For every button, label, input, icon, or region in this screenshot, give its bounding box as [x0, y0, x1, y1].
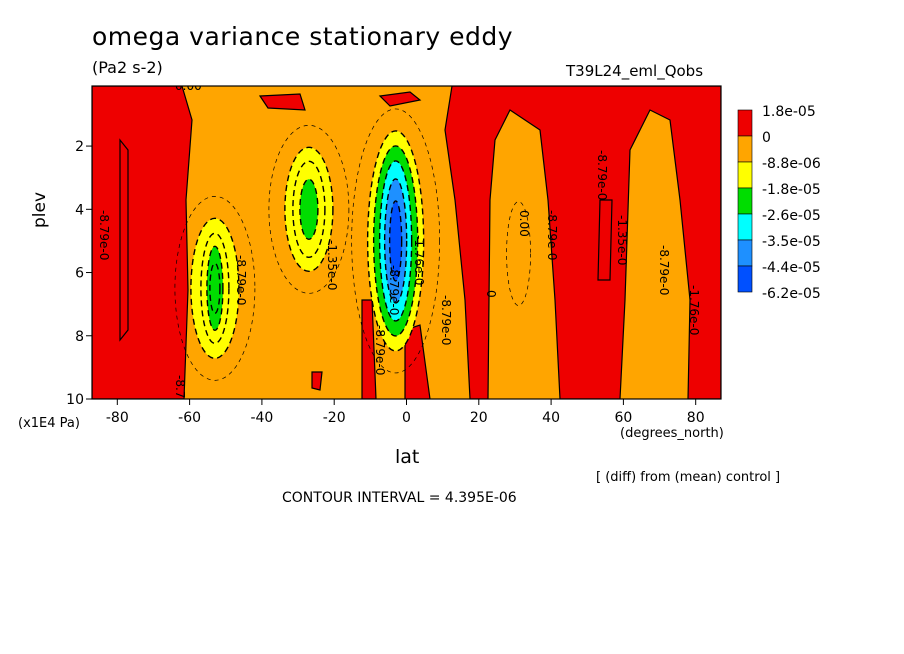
positive-region: [444, 86, 721, 399]
y-unit-label: (x1E4 Pa): [18, 416, 80, 431]
contour-label: 0.00: [517, 210, 531, 237]
positive-region: [597, 199, 613, 281]
negative-contour: [299, 178, 319, 241]
units-label: (Pa2 s-2): [92, 58, 163, 77]
positive-region: [311, 371, 323, 391]
negative-contour: [209, 262, 221, 315]
contour-field: [92, 86, 721, 399]
y-tick-label: 8: [75, 329, 84, 345]
x-tick-label: -40: [250, 410, 273, 426]
x-tick-label: -20: [323, 410, 346, 426]
contour-labels: 0.00-8.79e-0-8.79e-0 -1.35e-0 -8.79e-0-1.7…: [97, 79, 701, 425]
axes: -80 -60 -40 -20 0 20 40 60 80 2 4 6 8 10: [66, 139, 704, 426]
run-name: T39L24_eml_Qobs: [566, 62, 704, 80]
legend-swatch: [737, 213, 753, 241]
y-tick-label: 4: [75, 202, 84, 218]
x-tick-label: 80: [687, 410, 705, 426]
legend-swatch: [737, 109, 753, 137]
contour-label: -8.79e-0: [545, 210, 559, 260]
positive-region: [361, 299, 377, 399]
legend-label: 0: [762, 130, 771, 146]
contour-label: -8.79e-0: [234, 255, 248, 305]
color-legend: 1.8e-05 0 -8.8e-06 -1.8e-05 -2.6e-05 -3.5e-05…: [737, 104, 821, 302]
x-tick-label: 20: [470, 410, 488, 426]
contour-label: -8.79e-0: [97, 210, 111, 260]
contour-label: -1.76e-0: [687, 285, 701, 335]
legend-swatch: [737, 187, 753, 215]
legend-swatch: [737, 135, 753, 163]
positive-region: [258, 93, 306, 111]
positive-region: [119, 138, 129, 342]
legend-swatch: [737, 239, 753, 267]
legend-label: 1.8e-05: [762, 104, 816, 120]
contour-label: -8.79e-0: [373, 325, 387, 375]
contour-label: -1.76e-0: [412, 235, 426, 285]
weak-negative-contour: [351, 108, 441, 374]
x-unit-label: (degrees_north): [620, 426, 724, 441]
legend-swatch: [737, 265, 753, 293]
contour-label: -8.79e-0: [439, 295, 453, 345]
x-tick-label: 0: [402, 410, 411, 426]
contour-label: -8.79e-0: [595, 150, 609, 200]
legend-label: -2.6e-05: [762, 208, 821, 224]
contour-label: -8.79e-0: [657, 245, 671, 295]
positive-region: [378, 91, 422, 107]
contour-label: -8.79e-0: [173, 375, 187, 425]
contour-interval: CONTOUR INTERVAL = 4.395E-06: [282, 490, 517, 506]
positive-region: [404, 324, 431, 399]
legend-label: -3.5e-05: [762, 234, 821, 250]
y-tick-label: 10: [66, 392, 84, 408]
x-tick-label: 60: [614, 410, 632, 426]
x-axis-label: lat: [395, 446, 420, 468]
x-tick-label: -60: [178, 410, 201, 426]
contour-label: -1.35e-0: [325, 240, 339, 290]
negative-contour: [388, 200, 403, 282]
contour-label: 0.00: [175, 79, 202, 93]
x-tick-label: -80: [106, 410, 129, 426]
contour-label: -1.35e-0: [615, 215, 629, 265]
chart-title: omega variance stationary eddy: [92, 22, 514, 51]
legend-swatch: [737, 161, 753, 189]
weak-negative-contour: [174, 195, 256, 381]
y-tick-label: 6: [75, 266, 84, 282]
contour-label: 0: [484, 290, 498, 298]
contour-label: -8.79e-0: [387, 265, 401, 315]
legend-label: -4.4e-05: [762, 260, 821, 276]
y-tick-label: 2: [75, 139, 84, 155]
weak-negative-contour: [268, 124, 350, 294]
x-tick-label: 40: [542, 410, 560, 426]
positive-region: [92, 86, 193, 399]
legend-label: -6.2e-05: [762, 286, 821, 302]
legend-label: -8.8e-06: [762, 156, 821, 172]
diff-note: [ (diff) from (mean) control ]: [596, 470, 781, 485]
legend-label: -1.8e-05: [762, 182, 821, 198]
